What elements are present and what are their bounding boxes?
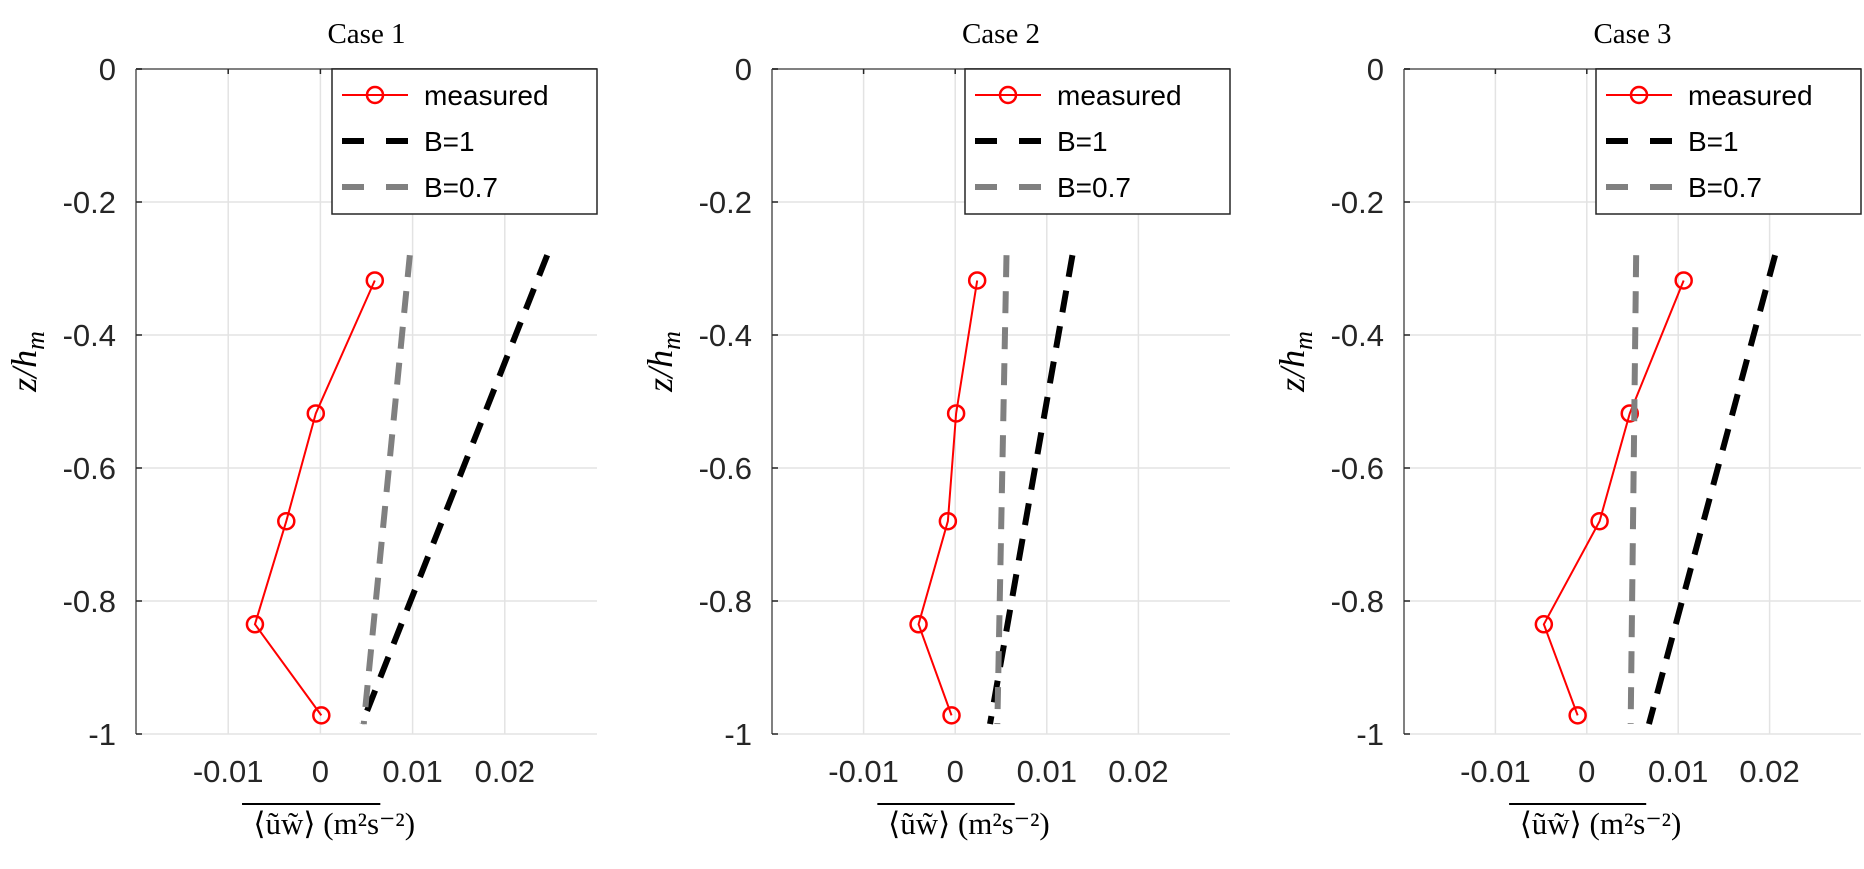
y-tick-label: -1 <box>88 717 116 752</box>
chart-title: Case 1 <box>327 18 405 50</box>
series-line-b-1 <box>359 254 551 726</box>
data-point-measured <box>245 615 265 634</box>
y-tick-label: -1 <box>724 717 752 752</box>
series-line-b-0-7 <box>1627 255 1640 725</box>
x-tick-label: 0 <box>1578 754 1595 789</box>
y-tick-label: -0.8 <box>63 584 116 619</box>
legend-label: measured <box>424 80 549 111</box>
data-point-measured <box>306 404 326 423</box>
legend-box <box>964 68 1231 215</box>
y-tick-label: -0.4 <box>63 318 116 353</box>
data-point-measured <box>277 511 296 531</box>
y-tick-label: 0 <box>1367 52 1384 87</box>
x-tick-label: 0.02 <box>1108 754 1168 789</box>
x-tick-label: -0.01 <box>828 754 899 789</box>
data-point-measured <box>1590 511 1609 531</box>
data-point-measured <box>1620 404 1640 423</box>
series-line-b-0-7 <box>360 254 413 725</box>
chart-title: Case 2 <box>962 18 1040 50</box>
y-tick-label: -0.6 <box>1331 451 1384 486</box>
y-axis-label-subscript: m <box>657 331 686 350</box>
data-point-measured <box>909 615 928 634</box>
legend-label: B=1 <box>1688 126 1739 157</box>
data-point-measured <box>1534 615 1554 634</box>
y-tick-label: -0.6 <box>699 451 752 486</box>
data-point-measured <box>1568 706 1587 725</box>
legend-label: measured <box>1057 80 1182 111</box>
panel-case-2: -0.01 0 0.01 0.02 0 -0.2 -0.4 -0.6 -0.8 -1 Case 2 z… <box>640 18 1231 841</box>
series-line-b-1 <box>987 254 1076 725</box>
y-axis-label: z/hm <box>640 331 686 393</box>
legend: measured B=1 B=0.7 <box>331 68 598 215</box>
y-tick-label: -1 <box>1356 717 1384 752</box>
series-line-measured <box>253 280 376 716</box>
y-tick-label: -0.4 <box>1331 318 1384 353</box>
y-tick-label: -0.8 <box>699 584 752 619</box>
legend-box <box>331 68 598 215</box>
legend-label: B=0.7 <box>1057 172 1131 203</box>
series-line-b-1 <box>1646 254 1778 725</box>
y-axis-label: z/hm <box>1272 331 1318 393</box>
y-tick-label: -0.2 <box>699 185 752 220</box>
x-axis-label: ⟨ũw̃⟩ (m²s⁻²) <box>1520 806 1682 841</box>
x-tick-label: 0.02 <box>1739 754 1799 789</box>
legend-label: measured <box>1688 80 1813 111</box>
legend-swatch-marker <box>365 85 385 105</box>
data-point-measured <box>365 271 385 290</box>
legend-label: B=1 <box>424 126 475 157</box>
x-axis-label: ⟨ũw̃⟩ (m²s⁻²) <box>253 806 415 841</box>
y-axis-label: z/hm <box>4 331 50 393</box>
data-point-measured <box>942 706 961 725</box>
data-point-measured <box>1674 271 1693 290</box>
legend-swatch-marker <box>1629 85 1649 105</box>
legend-label: B=0.7 <box>424 172 498 203</box>
x-tick-label: 0.01 <box>1017 754 1077 789</box>
y-tick-label: -0.2 <box>63 185 116 220</box>
x-axis-label: ⟨ũw̃⟩ (m²s⁻²) <box>888 806 1050 841</box>
data-point-measured <box>938 511 958 531</box>
legend-swatch-marker <box>998 85 1018 105</box>
data-point-measured <box>967 271 987 290</box>
legend: measured B=1 B=0.7 <box>964 68 1231 215</box>
x-tick-label: 0 <box>312 754 329 789</box>
legend-label: B=0.7 <box>1688 172 1762 203</box>
panel-case-3: -0.01 0 0.01 0.02 0 -0.2 -0.4 -0.6 -0.8 -1 Case 3 z… <box>1272 18 1862 841</box>
x-tick-label: 0.02 <box>475 754 535 789</box>
chart-title: Case 3 <box>1593 18 1671 50</box>
y-tick-label: -0.8 <box>1331 584 1384 619</box>
data-point-measured <box>946 404 966 423</box>
x-tick-label: -0.01 <box>193 754 264 789</box>
y-tick-label: -0.2 <box>1331 185 1384 220</box>
series-line-b-0-7 <box>994 255 1010 725</box>
y-axis-label-subscript: m <box>1289 331 1318 350</box>
x-tick-label: -0.01 <box>1460 754 1531 789</box>
x-tick-label: 0 <box>947 754 964 789</box>
legend-box <box>1595 68 1862 215</box>
series-line-measured <box>1542 280 1685 716</box>
y-tick-label: -0.6 <box>63 451 116 486</box>
legend: measured B=1 B=0.7 <box>1595 68 1862 215</box>
y-tick-label: -0.4 <box>699 318 752 353</box>
x-tick-label: 0.01 <box>382 754 442 789</box>
y-tick-label: 0 <box>99 52 116 87</box>
y-tick-label: 0 <box>735 52 752 87</box>
series-line-measured <box>917 280 979 716</box>
legend-label: B=1 <box>1057 126 1108 157</box>
x-tick-label: 0.01 <box>1648 754 1708 789</box>
panel-case-1: -0.01 0 0.01 0.02 0 -0.2 -0.4 -0.6 -0.8 -1 Case 1 z… <box>4 18 598 841</box>
y-axis-label-subscript: m <box>21 331 50 350</box>
data-point-measured <box>312 706 331 725</box>
